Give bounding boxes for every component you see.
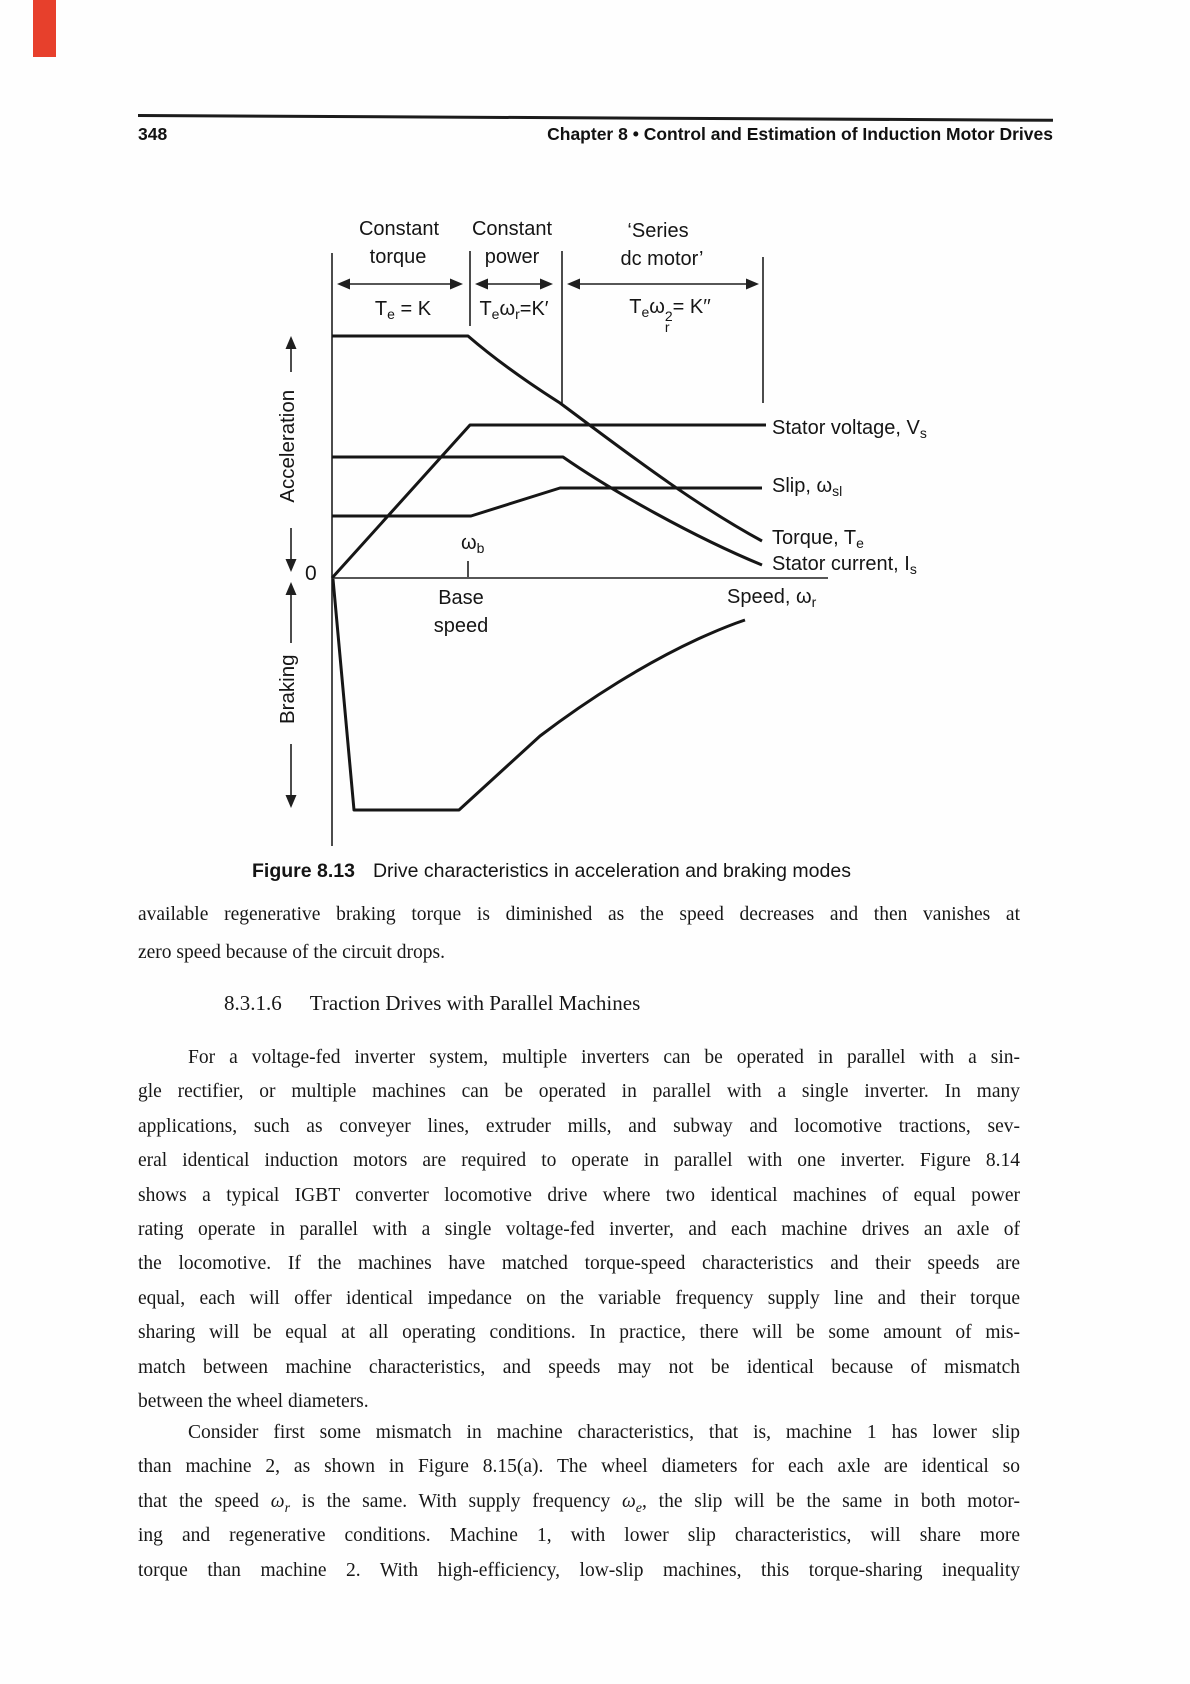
text-line: rating operate in parallel with a single… [138, 1219, 1020, 1241]
text-line: sharing will be equal at all operating c… [138, 1322, 1020, 1344]
text-line: torque than machine 2. With high-efficie… [138, 1559, 1020, 1581]
text-line: zero speed because of the circuit drops. [138, 942, 445, 963]
origin-zero-label: 0 [305, 562, 317, 585]
omega-r-inline: ω [270, 1490, 285, 1512]
omega-e-inline: ω [622, 1490, 636, 1512]
region-label-series-2: dc motor’ [620, 248, 704, 270]
base-speed-label-1: Base [438, 587, 484, 609]
acceleration-arrow [285, 336, 297, 572]
slip-label: Slip, ωsl [772, 475, 843, 499]
stator-voltage-curve [330, 423, 766, 580]
braking-axis-label: Braking [275, 654, 299, 725]
text-line: match between machine characteristics, a… [138, 1356, 1020, 1378]
paragraph-3: Consider first some mismatch in machine … [138, 1416, 1020, 1588]
paragraph-1: available regenerative braking torque is… [138, 896, 1020, 972]
omega-b-label: ωb [461, 532, 485, 556]
region-label-constant-power-2: power [484, 246, 540, 268]
text-line: between the wheel diameters. [138, 1391, 369, 1413]
speed-axis-title: Speed, ωr [727, 586, 817, 610]
text-line: ing and regenerative conditions. Machine… [138, 1525, 1020, 1547]
braking-torque-curve [331, 578, 746, 812]
section-title: Traction Drives with Parallel Machines [309, 991, 641, 1015]
text-line: available regenerative braking torque is… [138, 904, 1020, 925]
region-label-constant-power-1: Constant [471, 218, 553, 240]
braking-arrow [285, 582, 297, 808]
scan-red-mark [33, 0, 56, 57]
region-label-constant-torque-1: Constant [358, 218, 440, 240]
figure-caption-number: Figure 8.13 [252, 860, 355, 882]
text-line: eral identical induction motors are requ… [138, 1150, 1020, 1172]
text-line: shows a typical IGBT converter locomotiv… [138, 1184, 1020, 1206]
stator-current-curve [332, 455, 763, 567]
figure-caption-text: Drive characteristics in acceleration an… [372, 860, 851, 882]
stator-voltage-label: Stator voltage, Vs [772, 417, 927, 441]
text-line: gle rectifier, or multiple machines can … [138, 1081, 1020, 1103]
text-line: the locomotive. If the machines have mat… [138, 1253, 1020, 1275]
chapter-header: Chapter 8 • Control and Estimation of In… [547, 124, 1053, 144]
text-line: Consider first some mismatch in machine … [188, 1422, 1020, 1443]
section-number: 8.3.1.6 [224, 991, 282, 1015]
series-dc-motor-arrow [567, 278, 759, 290]
text-line: applications, such as conveyer lines, ex… [138, 1115, 1020, 1137]
torque-curve [332, 334, 763, 543]
section-heading: 8.3.1.6 Traction Drives with Parallel Mac… [224, 991, 640, 1016]
figure-caption: Figure 8.13 Drive characteristics in acce… [252, 860, 851, 883]
region-label-constant-torque-2: torque [369, 246, 427, 268]
text-line: than machine 2, as shown in Figure 8.15(… [138, 1456, 1020, 1478]
page-number: 348 [138, 124, 168, 144]
formula-constant-power: Teωr=K′ [479, 298, 549, 322]
constant-power-arrow [475, 278, 553, 290]
text-line: that the speed ωr is the same. With supp… [138, 1490, 1020, 1516]
paragraph-2: For a voltage-fed inverter system, multi… [138, 1041, 1020, 1419]
slip-curve [332, 486, 762, 518]
constant-torque-arrow [337, 278, 463, 290]
formula-series-dc-motor: Teω 2 r = K′′ [629, 296, 711, 335]
acceleration-axis-label: Acceleration [275, 389, 299, 503]
text-line: equal, each will offer identical impedan… [138, 1287, 1020, 1309]
formula-constant-torque: Te = K [374, 298, 432, 322]
stator-current-label: Stator current, Is [772, 553, 917, 577]
region-label-series-1: ‘Series [627, 220, 689, 242]
torque-label: Torque, Te [772, 527, 864, 551]
text-line: For a voltage-fed inverter system, multi… [188, 1047, 1020, 1068]
base-speed-label-2: speed [433, 615, 489, 637]
